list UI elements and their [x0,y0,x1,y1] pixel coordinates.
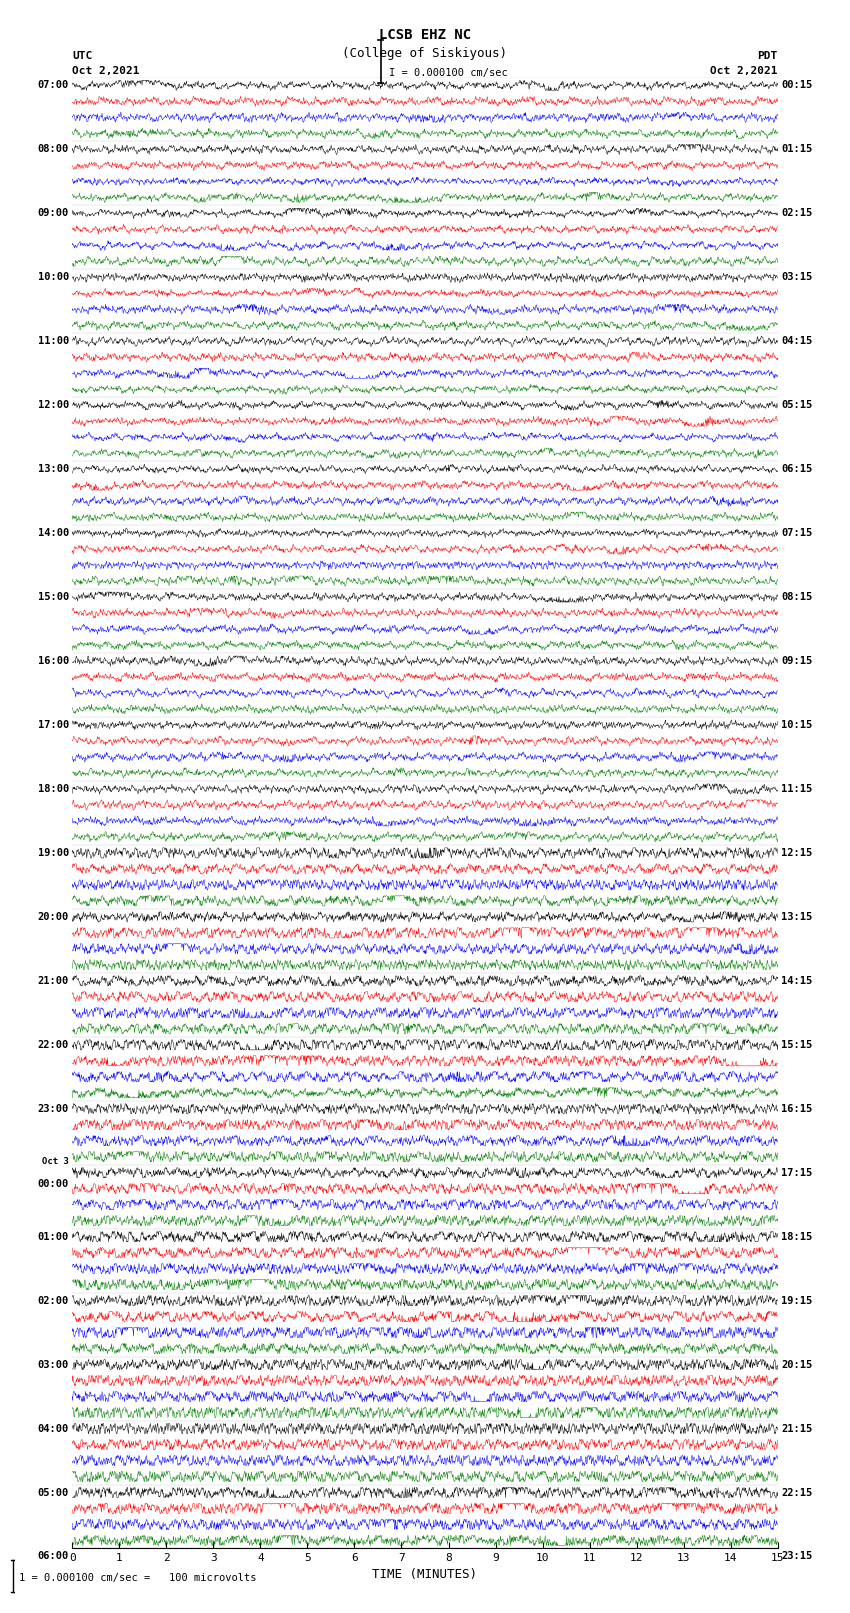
Text: PDT: PDT [757,52,778,61]
Text: 09:00: 09:00 [37,208,69,218]
Text: 18:00: 18:00 [37,784,69,794]
Text: 15:00: 15:00 [37,592,69,602]
Text: 19:15: 19:15 [781,1295,813,1305]
Text: 04:15: 04:15 [781,336,813,347]
Text: 03:00: 03:00 [37,1360,69,1369]
Text: 17:00: 17:00 [37,719,69,731]
Text: 11:15: 11:15 [781,784,813,794]
Text: 19:00: 19:00 [37,848,69,858]
Text: 1 = 0.000100 cm/sec =   100 microvolts: 1 = 0.000100 cm/sec = 100 microvolts [19,1573,256,1582]
Text: 20:15: 20:15 [781,1360,813,1369]
Text: 12:00: 12:00 [37,400,69,410]
Text: 15:15: 15:15 [781,1040,813,1050]
Text: Oct 3: Oct 3 [42,1157,69,1166]
Text: 07:00: 07:00 [37,81,69,90]
Text: 23:15: 23:15 [781,1552,813,1561]
Text: 21:15: 21:15 [781,1424,813,1434]
Text: Oct 2,2021: Oct 2,2021 [711,66,778,76]
Text: 02:00: 02:00 [37,1295,69,1305]
Text: 10:00: 10:00 [37,273,69,282]
Text: 18:15: 18:15 [781,1232,813,1242]
Text: LCSB EHZ NC: LCSB EHZ NC [379,27,471,42]
Text: 10:15: 10:15 [781,719,813,731]
Text: 06:15: 06:15 [781,465,813,474]
Text: 03:15: 03:15 [781,273,813,282]
Text: 01:15: 01:15 [781,145,813,155]
Text: 21:00: 21:00 [37,976,69,986]
Text: (College of Siskiyous): (College of Siskiyous) [343,47,507,60]
Text: 06:00: 06:00 [37,1552,69,1561]
Text: 13:15: 13:15 [781,911,813,923]
Text: 01:00: 01:00 [37,1232,69,1242]
Text: 00:00: 00:00 [37,1179,69,1189]
Text: 04:00: 04:00 [37,1424,69,1434]
Text: 02:15: 02:15 [781,208,813,218]
Text: 09:15: 09:15 [781,656,813,666]
Text: 08:15: 08:15 [781,592,813,602]
Text: 14:15: 14:15 [781,976,813,986]
X-axis label: TIME (MINUTES): TIME (MINUTES) [372,1568,478,1581]
Text: Oct 2,2021: Oct 2,2021 [72,66,139,76]
Text: 13:00: 13:00 [37,465,69,474]
Text: 11:00: 11:00 [37,336,69,347]
Text: 22:15: 22:15 [781,1487,813,1497]
Text: UTC: UTC [72,52,93,61]
Text: 16:15: 16:15 [781,1103,813,1113]
Text: 12:15: 12:15 [781,848,813,858]
Text: 00:15: 00:15 [781,81,813,90]
Text: I = 0.000100 cm/sec: I = 0.000100 cm/sec [389,68,508,77]
Text: 05:15: 05:15 [781,400,813,410]
Text: 14:00: 14:00 [37,527,69,539]
Text: 17:15: 17:15 [781,1168,813,1177]
Text: 08:00: 08:00 [37,145,69,155]
Text: 22:00: 22:00 [37,1040,69,1050]
Text: 05:00: 05:00 [37,1487,69,1497]
Text: 16:00: 16:00 [37,656,69,666]
Text: 23:00: 23:00 [37,1103,69,1113]
Text: 07:15: 07:15 [781,527,813,539]
Text: 20:00: 20:00 [37,911,69,923]
